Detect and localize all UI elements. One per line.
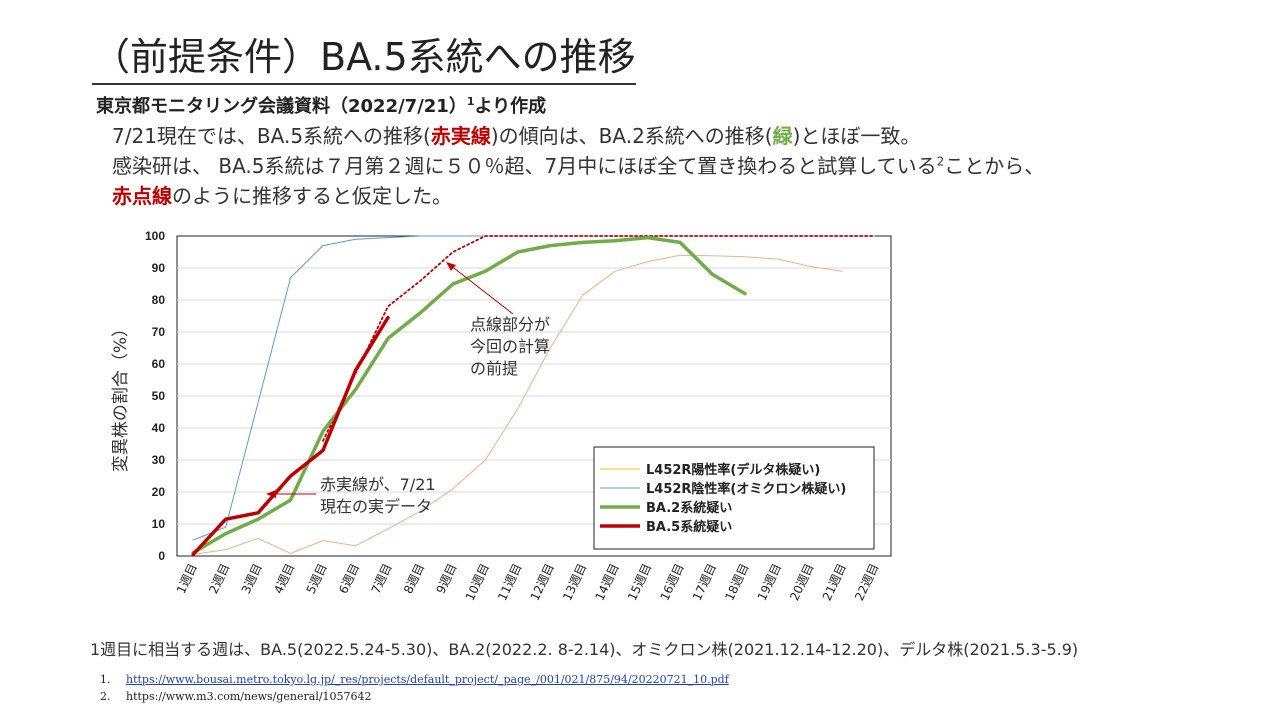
body-line-1: 7/21現在では、BA.5系統への推移(赤実線)の傾向は、BA.2系統への推移(… (112, 120, 920, 149)
annotation-solid-note: 現在の実データ (320, 497, 432, 516)
legend-box (593, 446, 875, 550)
x-tick-label: 12週目 (528, 561, 557, 603)
annotation-solid-note: 赤実線が、7/21 (320, 475, 436, 494)
body-line-2: 感染研は、 BA.5系統は７月第２週に５０％超、7月中にほぼ全て置き換わると試算… (112, 150, 1044, 179)
l2-text-a: 感染研は、 BA.5系統は７月第２週に５０％超、7月中にほぼ全て置き換わると試算… (112, 154, 937, 178)
legend-label-ba2: BA.2系統疑い (646, 500, 732, 516)
series-line-ba2 (191, 235, 747, 555)
x-tick-label: 4週目 (271, 561, 297, 596)
series-line-ba5_assumed (322, 235, 876, 442)
x-tick-label: 2週目 (206, 561, 232, 596)
annotation-dotted-note: 点線部分が (470, 315, 550, 334)
annotation-dotted-note: の前提 (470, 359, 518, 378)
y-tick-label: 30 (152, 453, 166, 467)
reference-2-number: 2. (100, 690, 111, 703)
reference-1: 1. https://www.bousai.metro.tokyo.lg.jp/_… (100, 673, 729, 686)
source-subtitle: 東京都モニタリング会議資料（2022/7/21）1より作成 (96, 92, 546, 118)
x-tick-label: 18週目 (722, 561, 751, 603)
series-line-delta (192, 254, 843, 555)
l1-green-highlight: 緑 (772, 124, 793, 148)
l1-text-a: 7/21現在では、BA.5系統への推移( (112, 124, 431, 148)
x-tick-label: 5週目 (304, 561, 330, 596)
x-tick-label: 7週目 (369, 561, 395, 596)
x-tick-label: 17週目 (690, 561, 719, 603)
legend-label-omicron: L452R陰性率(オミクロン株疑い) (646, 481, 846, 497)
annotation-arrowhead-dotted (446, 262, 456, 271)
x-tick-label: 13週目 (560, 561, 589, 603)
reference-1-number: 1. (100, 673, 111, 686)
y-tick-label: 80 (152, 293, 166, 307)
x-tick-label: 15週目 (625, 561, 654, 603)
l1-text-c: )とほぼ一致。 (792, 124, 921, 148)
subtitle-suffix: より作成 (474, 96, 547, 117)
x-tick-label: 1週目 (174, 561, 200, 596)
x-tick-label: 10週目 (463, 561, 492, 603)
y-tick-label: 20 (152, 485, 166, 499)
legend-label-delta: L452R陽性率(デルタ株疑い) (646, 462, 820, 478)
page-title: （前提条件）BA.5系統への推移 (92, 26, 636, 85)
y-tick-label: 100 (145, 229, 165, 243)
x-tick-label: 9週目 (434, 561, 460, 596)
y-tick-label: 70 (152, 325, 166, 339)
x-tick-label: 22週目 (852, 561, 881, 603)
legend-label-ba5: BA.5系統疑い (646, 519, 732, 535)
week-definition-note: 1週目に相当する週は、BA.5(2022.5.24-5.30)、BA.2(202… (90, 640, 1079, 659)
subtitle-text: 東京都モニタリング会議資料（2022/7/21） (96, 96, 467, 117)
y-tick-label: 0 (158, 549, 165, 563)
body-line-3: 赤点線のように推移すると仮定した。 (112, 180, 452, 209)
x-tick-label: 20週目 (787, 561, 816, 603)
x-tick-label: 6週目 (336, 561, 362, 596)
y-tick-label: 40 (152, 421, 166, 435)
y-tick-label: 50 (152, 389, 166, 403)
l2-footnote-mark: 2 (936, 154, 945, 169)
series-line-ba5 (191, 315, 390, 557)
l3-text-b: のように推移すると仮定した。 (172, 184, 452, 208)
x-tick-label: 3週目 (239, 561, 265, 596)
y-tick-label: 90 (152, 261, 166, 275)
x-tick-label: 11週目 (495, 561, 524, 603)
x-tick-label: 19週目 (755, 561, 784, 603)
y-axis-label: 変異株の割合（%） (111, 320, 131, 472)
l2-text-b: ことから、 (944, 154, 1045, 178)
l1-red-highlight: 赤実線 (430, 124, 491, 148)
annotation-arrow-dotted (449, 264, 514, 315)
annotation-dotted-note: 今回の計算 (470, 337, 550, 356)
reference-1-link[interactable]: https://www.bousai.metro.tokyo.lg.jp/_re… (126, 673, 729, 686)
x-tick-label: 16週目 (657, 561, 686, 603)
reference-2: 2. https://www.m3.com/news/general/105764… (100, 690, 372, 703)
y-tick-label: 10 (152, 517, 166, 531)
x-tick-label: 21週目 (820, 561, 849, 603)
l3-red-highlight: 赤点線 (112, 184, 172, 208)
annotation-arrowhead-solid (266, 490, 276, 498)
l1-text-b: )の傾向は、BA.2系統への推移( (490, 124, 773, 148)
y-tick-label: 60 (152, 357, 166, 371)
subtitle-footnote-mark: 1 (466, 95, 475, 108)
x-tick-label: 8週目 (401, 561, 427, 596)
x-tick-label: 14週目 (593, 561, 622, 603)
reference-2-text: https://www.m3.com/news/general/1057642 (126, 690, 372, 703)
